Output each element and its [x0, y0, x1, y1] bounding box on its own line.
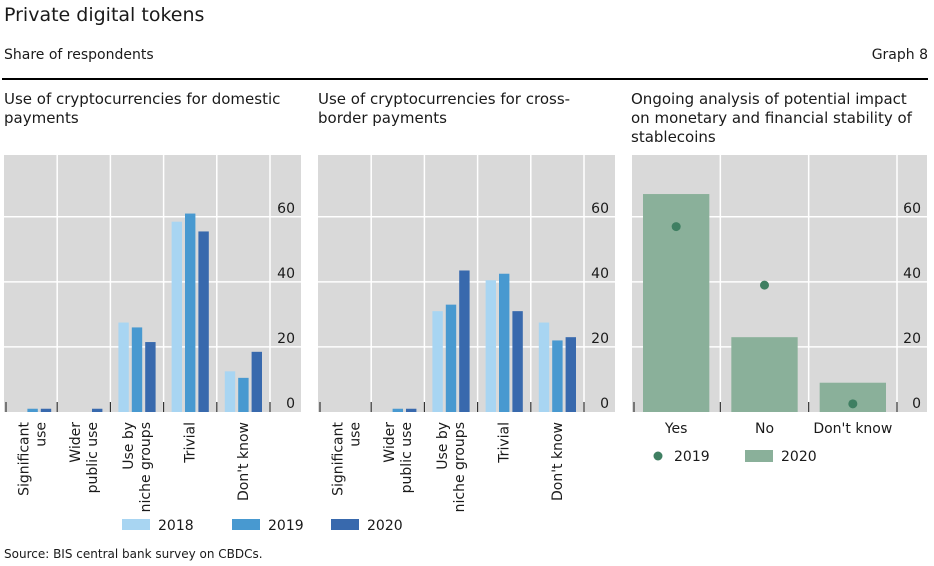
header-rule [2, 78, 928, 80]
panel-2-title-line: Use of cryptocurrencies for cross- [318, 90, 571, 108]
chart-subtitle: Share of respondents [4, 47, 154, 63]
legend-label-2020: 2020 [781, 449, 817, 465]
legend-swatch-2020 [331, 519, 359, 530]
y-tick-label: 60 [903, 201, 921, 217]
y-tick-label: 0 [912, 396, 921, 412]
x-category-label: Don't know [236, 422, 252, 501]
bar-2020-trivial [512, 311, 523, 412]
y-tick-label: 0 [600, 396, 609, 412]
legend-swatch-2018 [122, 519, 150, 530]
y-tick-label: 20 [277, 331, 295, 347]
x-category-label: Trivial [497, 422, 513, 464]
bar-2020-don-t-know [251, 351, 262, 412]
legend-label-2019: 2019 [674, 449, 710, 465]
panel-2-chart: 0 20 40 60 Significant use Wider public use Use … [318, 155, 615, 512]
panel-1-chart: 0 20 40 60 Significant use Wider public use Use … [4, 155, 301, 512]
x-category-label: public use [85, 422, 101, 493]
x-category-label: Don't know [550, 422, 566, 501]
legend-years: 2018 2019 2020 [122, 518, 403, 534]
bar-2018-don-t-know [224, 371, 236, 412]
legend-label-2020: 2020 [367, 518, 403, 534]
bar-2018-trivial [485, 280, 496, 412]
bar-2020-use-by-niche-groups [145, 342, 156, 412]
legend-dot-2019 [653, 451, 663, 461]
x-category-label: use [34, 422, 50, 447]
x-category-label: Significant [17, 421, 33, 495]
bar-2019-don-t-know [552, 340, 563, 412]
bar-2020-trivial [198, 231, 209, 412]
chart-title: Private digital tokens [4, 4, 205, 26]
y-tick-label: 20 [903, 331, 921, 347]
bar-2020-use-by-niche-groups [459, 270, 470, 412]
graph-number: Graph 8 [871, 47, 928, 63]
panel-3-title: Ongoing analysis of potential impact on … [631, 90, 912, 147]
panel-1-title-line: Use of cryptocurrencies for domestic [4, 90, 281, 108]
panel-3-title-line: stablecoins [631, 128, 716, 146]
x-category-label: Significant [331, 421, 347, 495]
x-category-label: No [755, 421, 774, 437]
x-category-label: niche groups [452, 422, 468, 512]
legend-label-2018: 2018 [158, 518, 194, 534]
bar-2020-significant-use [40, 408, 52, 412]
x-category-label: Don't know [813, 421, 892, 437]
x-category-label: niche groups [138, 422, 154, 512]
y-tick-label: 40 [277, 266, 295, 282]
x-category-label: public use [399, 422, 415, 493]
legend-swatch-2019 [232, 519, 260, 530]
bar-2019-wider-public-use [392, 408, 403, 412]
x-category-label: Use by [435, 422, 451, 470]
panel-2-title: Use of cryptocurrencies for cross- borde… [318, 90, 570, 128]
panel-3-chart: 0 20 40 60 Yes No Don't know [632, 155, 927, 437]
dot-2019-yes [671, 222, 681, 232]
y-tick-label: 0 [286, 396, 295, 412]
legend-swatch-2020 [745, 450, 773, 462]
panel-3-title-line: Ongoing analysis of potential impact [631, 90, 907, 108]
x-category-label: Use by [121, 422, 137, 470]
bar-2018-use-by-niche-groups [118, 322, 129, 412]
x-category-label: Wider [382, 422, 398, 463]
bar-2020-wider-public-use [406, 408, 417, 412]
dot-2019-no [760, 280, 769, 290]
bar-2019-use-by-niche-groups [445, 304, 457, 412]
bar-2019-don-t-know [238, 377, 249, 412]
x-category-label: Trivial [183, 422, 199, 464]
y-tick-label: 60 [591, 201, 609, 217]
panel-2-title-line: border payments [318, 109, 447, 127]
bar-2018-trivial [171, 221, 182, 412]
panel-3-title-line: on monetary and financial stability of [631, 109, 912, 127]
y-tick-label: 60 [277, 201, 295, 217]
dot-2019-don-t-know [848, 399, 858, 409]
bar-2019-significant-use [27, 408, 38, 412]
panel-1-title: Use of cryptocurrencies for domestic pay… [4, 90, 280, 128]
bar-2020-no [731, 337, 798, 412]
bar-2018-use-by-niche-groups [432, 311, 443, 412]
x-category-label: Wider [68, 422, 84, 463]
legend-label-2019: 2019 [268, 518, 304, 534]
y-tick-label: 20 [591, 331, 609, 347]
bar-2020-wider-public-use [92, 408, 103, 412]
bar-2019-trivial [499, 273, 510, 412]
y-tick-label: 40 [903, 266, 921, 282]
y-tick-label: 40 [591, 266, 609, 282]
bar-2019-use-by-niche-groups [131, 327, 143, 412]
legend-stablecoins: 2019 2020 [653, 449, 817, 465]
source-note: Source: BIS central bank survey on CBDCs… [4, 547, 263, 561]
bar-2019-trivial [185, 213, 196, 412]
bar-2020-don-t-know [565, 337, 576, 412]
bar-2018-don-t-know [538, 322, 550, 412]
x-category-label: use [348, 422, 364, 447]
x-category-label: Yes [664, 421, 688, 437]
panel-1-title-line: payments [4, 109, 79, 127]
